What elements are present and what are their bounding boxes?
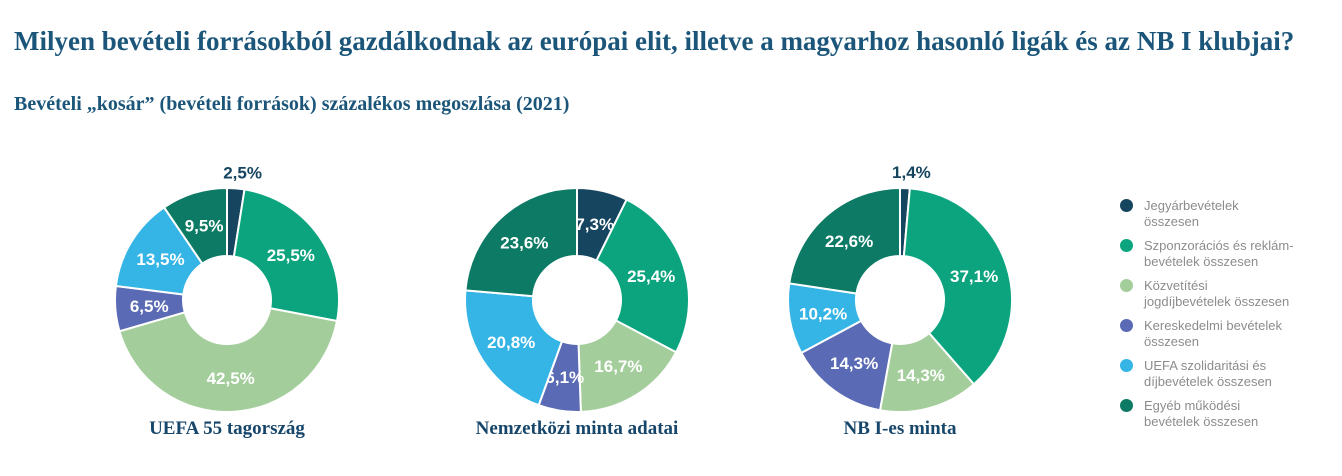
page-title: Milyen bevételi forrásokból gazdálkodnak…	[14, 26, 1295, 56]
donut-slice-0-5	[162, 186, 228, 265]
slice-label: 7,3%	[575, 215, 614, 234]
slice-label: 25,5%	[267, 246, 315, 265]
slice-label: 6,5%	[130, 297, 169, 316]
legend-item-5: Egyéb működési bevételek összesen	[1120, 398, 1330, 429]
slice-label: 6,1%	[545, 368, 584, 387]
legend-label: Jegyárbevételek összesen	[1144, 198, 1239, 229]
slice-label: 23,6%	[500, 234, 548, 253]
legend-label: Kereskedelmi bevételek összesen	[1144, 318, 1283, 349]
chart-caption: NB I-es minta	[843, 418, 957, 439]
legend-dot-icon	[1120, 359, 1133, 372]
slice-label: 42,5%	[207, 369, 255, 388]
slice-label: 14,3%	[897, 366, 945, 385]
donut-slice-2-1	[902, 187, 1013, 386]
slice-label-outside: 2,5%	[223, 163, 262, 182]
legend-item-4: UEFA szolidaritási és díjbevételek összes…	[1120, 358, 1330, 389]
chart-block-nb1: 1,4% 37,1% 14,3% 14,3% 10,2% 22,6% NB I-es mi…	[760, 150, 1040, 440]
chart-caption: Nemzetközi minta adatai	[475, 418, 679, 439]
legend-label: Egyéb működési bevételek összesen	[1144, 398, 1259, 429]
legend-dot-icon	[1120, 319, 1133, 332]
legend-label: Közvetítési jogdíjbevételek összesen	[1144, 278, 1290, 309]
donut-slice-1-1	[595, 198, 690, 354]
donut-slice-0-1	[232, 188, 340, 323]
slice-label: 37,1%	[950, 267, 998, 286]
legend-label: UEFA szolidaritási és díjbevételek összes…	[1144, 358, 1272, 389]
slice-label: 9,5%	[185, 216, 224, 235]
slice-label: 20,8%	[487, 333, 535, 352]
donut-chart-uefa55: 2,5% 25,5% 42,5% 6,5% 13,5%9,5%	[114, 163, 340, 412]
legend-dot-icon	[1120, 279, 1133, 292]
donut-slice-1-4	[464, 289, 564, 407]
legend-dot-icon	[1120, 239, 1133, 252]
legend-dot-icon	[1120, 399, 1133, 412]
donut-slice-0-2	[118, 307, 339, 412]
legend: Jegyárbevételek összesen Szponzorációs és …	[1120, 198, 1330, 438]
donut-slice-1-2	[577, 319, 678, 412]
legend-item-2: Közvetítési jogdíjbevételek összesen	[1120, 278, 1330, 309]
legend-label: Szponzorációs és reklám-bevételek összes…	[1144, 238, 1294, 269]
slice-label: 25,4%	[627, 267, 675, 286]
slice-label: 14,3%	[830, 354, 878, 373]
slice-label-outside: 1,4%	[892, 163, 931, 182]
slice-label: 13,5%	[136, 250, 184, 269]
chart-caption: UEFA 55 tagország	[149, 418, 305, 439]
slice-label: 10,2%	[799, 304, 847, 323]
legend-item-1: Szponzorációs és reklám-bevételek összes…	[1120, 238, 1330, 269]
legend-item-3: Kereskedelmi bevételek összesen	[1120, 318, 1330, 349]
slice-label: 22,6%	[825, 232, 873, 251]
chart-block-nemzetkozi: 7,3% 25,4% 16,7% 6,1% 20,8% 23,6% Nemzetközi …	[437, 150, 717, 440]
donut-chart-nemzetkozi: 7,3% 25,4% 16,7% 6,1% 20,8% 23,6%	[464, 186, 690, 412]
page-subtitle: Bevételi „kosár” (bevételi források) szá…	[14, 93, 570, 115]
slice-label: 16,7%	[594, 357, 642, 376]
chart-block-uefa55: 2,5% 25,5% 42,5% 6,5% 13,5% 9,5% UEFA 55 tago…	[87, 150, 367, 440]
legend-item-0: Jegyárbevételek összesen	[1120, 198, 1330, 229]
donut-slice-1-5	[464, 186, 578, 298]
legend-dot-icon	[1120, 199, 1133, 212]
donut-slice-2-5	[788, 186, 901, 295]
donut-chart-nb1: 1,4% 37,1% 14,3% 14,3% 10,2% 22,6%	[787, 163, 1013, 412]
